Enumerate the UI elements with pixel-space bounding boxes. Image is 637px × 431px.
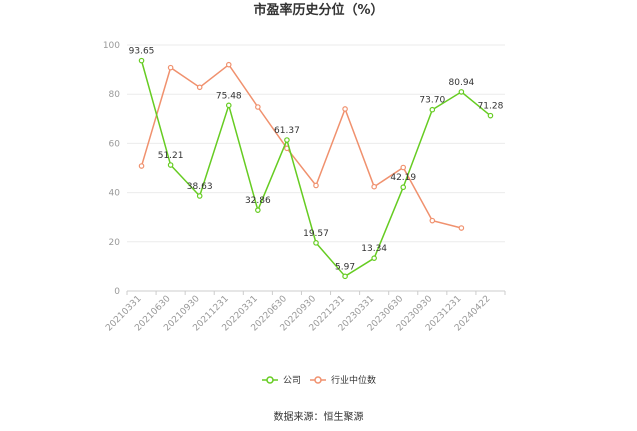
data-labels: 93.65 51.21 38.63 75.48 32.86 61.37 19.57 5.97 1… [129,47,504,273]
axes: 0204060801002021033120210630202109302021… [103,41,506,334]
data-label: 13.34 [361,244,387,254]
data-point [255,104,261,110]
data-label: 73.70 [419,96,445,106]
data-label: 19.57 [303,229,329,239]
data-point [225,61,232,68]
data-label: 75.48 [216,91,242,101]
legend-swatch-marker [266,376,274,384]
data-point [138,163,145,169]
y-tick-label: 0 [114,287,120,297]
data-label: 5.97 [335,262,355,272]
data-point [487,112,494,119]
data-label: 71.28 [478,102,504,112]
data-point [400,184,407,191]
data-label: 51.21 [158,151,184,161]
legend-label: 公司 [283,375,301,386]
series-line-industry-median [140,63,462,229]
y-tick-label: 60 [109,139,121,149]
grid [127,44,505,243]
source-text: 数据来源：恒生聚源 [274,410,364,423]
data-point [225,102,232,109]
data-point [284,137,290,143]
y-tick-label: 80 [109,90,121,100]
legend-label: 行业中位数 [331,374,376,386]
series-layer [138,57,494,280]
data-point [196,193,203,199]
data-point [400,164,407,171]
data-label: 80.94 [449,78,475,88]
data-point [429,217,436,224]
data-point [429,106,436,113]
data-label: 32.86 [245,196,271,206]
data-label: 61.37 [274,126,300,136]
data-point [313,240,319,246]
data-point [167,162,174,168]
data-point [255,207,261,213]
y-tick-label: 20 [109,238,121,248]
data-point [458,89,465,95]
data-point [342,106,348,112]
data-label: 93.65 [129,47,155,57]
data-point [458,225,465,231]
data-point [138,57,145,64]
data-point [196,84,203,91]
data-label: 38.63 [187,182,213,192]
y-tick-label: 100 [103,41,120,51]
data-point [167,64,174,71]
legend: 公司 行业中位数 [262,374,376,386]
chart-title: 市盈率历史分位（%） [253,2,383,18]
y-tick-label: 40 [109,189,121,199]
data-label: 42.19 [390,173,416,183]
data-point [313,182,319,189]
data-point [371,255,377,261]
data-point [371,183,377,190]
legend-swatch-marker [314,376,322,384]
data-point [342,273,348,280]
